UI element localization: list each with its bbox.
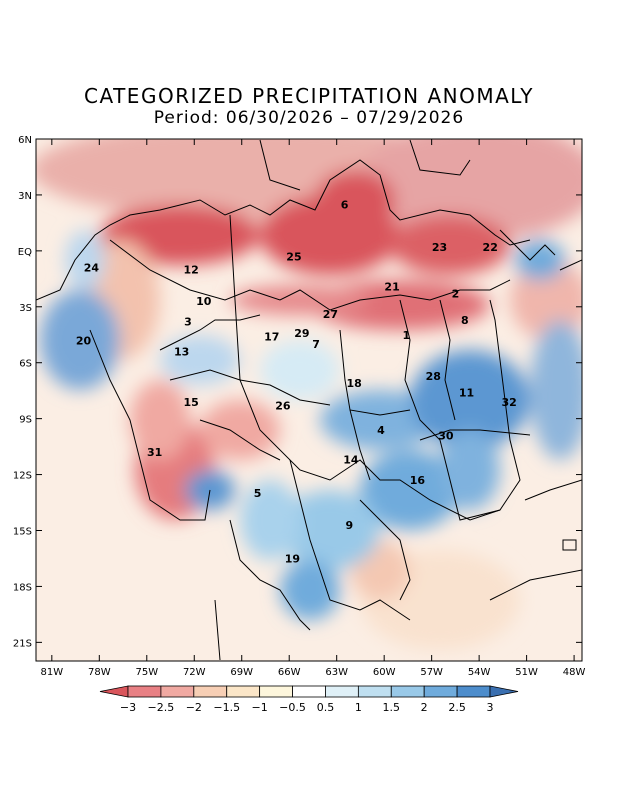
colorbar-label: −2.5 bbox=[148, 701, 175, 714]
colorbar-low-arrow bbox=[99, 685, 129, 698]
lat-tick-label: EQ bbox=[18, 247, 32, 258]
colorbar-bin bbox=[423, 685, 458, 698]
basin-label-1: 1 bbox=[403, 329, 411, 342]
basin-label-3: 3 bbox=[184, 316, 192, 329]
basin-label-32: 32 bbox=[502, 396, 517, 409]
colorbar-label: −3 bbox=[120, 701, 136, 714]
colorbar-bin bbox=[226, 685, 261, 698]
lat-tick-label: 6N bbox=[18, 135, 32, 146]
basin-label-2: 2 bbox=[452, 288, 460, 301]
colorbar-bin bbox=[259, 685, 293, 698]
lat-tick-label: 21S bbox=[13, 638, 32, 649]
basin-label-20: 20 bbox=[76, 334, 92, 347]
colorbar-bin bbox=[456, 685, 491, 698]
lon-tick-label: 60W bbox=[373, 667, 396, 678]
basin-label-13: 13 bbox=[174, 346, 189, 359]
colorbar-label: 2.5 bbox=[448, 701, 466, 714]
basin-label-18: 18 bbox=[346, 377, 361, 390]
colorbar: −3 −2.5 −2 −1.5 −1 −0.5 0.5 1 1.5 2 2.5 3 bbox=[99, 685, 519, 714]
basin-label-27: 27 bbox=[323, 308, 338, 321]
colorbar-bin bbox=[193, 685, 228, 698]
colorbar-bin bbox=[160, 685, 195, 698]
basin-label-22: 22 bbox=[483, 241, 498, 254]
lon-tick-label: 54W bbox=[468, 667, 491, 678]
basin-label-29: 29 bbox=[294, 327, 309, 340]
lat-tick-label: 15S bbox=[13, 527, 32, 538]
colorbar-bin bbox=[292, 685, 326, 698]
basin-label-28: 28 bbox=[426, 370, 441, 383]
colorbar-label: −2 bbox=[186, 701, 202, 714]
lon-tick-label: 48W bbox=[563, 667, 586, 678]
precipitation-field bbox=[36, 139, 582, 661]
lon-tick-label: 51W bbox=[515, 667, 538, 678]
map-frame bbox=[35, 138, 583, 662]
colorbar-bin bbox=[127, 685, 162, 698]
longitude-axis: 81W 78W 75W 72W 69W 66W 63W 60W 57W 54W 51W 48W bbox=[41, 139, 586, 678]
lat-tick-label: 18S bbox=[13, 582, 32, 593]
lon-tick-label: 78W bbox=[88, 667, 111, 678]
lon-tick-label: 57W bbox=[420, 667, 443, 678]
basin-label-10: 10 bbox=[196, 295, 212, 308]
boundaries bbox=[36, 139, 582, 661]
colorbar-label: −1 bbox=[252, 701, 268, 714]
lon-tick-label: 66W bbox=[278, 667, 301, 678]
basin-labels: 1234567891011121314151617181920212223242… bbox=[76, 198, 517, 565]
lon-tick-label: 63W bbox=[325, 667, 348, 678]
lat-tick-label: 12S bbox=[13, 471, 32, 482]
basin-label-25: 25 bbox=[286, 250, 301, 263]
colorbar-high-arrow bbox=[489, 685, 519, 698]
lon-tick-label: 81W bbox=[41, 667, 64, 678]
basin-label-31: 31 bbox=[147, 446, 162, 459]
colorbar-bin bbox=[390, 685, 425, 698]
basin-label-17: 17 bbox=[264, 331, 279, 344]
latitude-axis: 6N 3N EQ 3S 6S 9S 12S 15S 18S 21S bbox=[13, 135, 582, 649]
basin-label-23: 23 bbox=[432, 241, 447, 254]
colorbar-label: 0.5 bbox=[317, 701, 335, 714]
basin-label-24: 24 bbox=[84, 262, 100, 275]
colorbar-bin bbox=[357, 685, 392, 698]
colorbar-label: −1.5 bbox=[213, 701, 240, 714]
basin-label-16: 16 bbox=[410, 474, 426, 487]
basin-label-8: 8 bbox=[461, 314, 469, 327]
basin-label-26: 26 bbox=[275, 400, 291, 413]
colorbar-bin bbox=[325, 685, 359, 698]
basin-label-11: 11 bbox=[459, 387, 474, 400]
basin-label-9: 9 bbox=[346, 519, 354, 532]
lon-tick-label: 72W bbox=[183, 667, 206, 678]
lat-tick-label: 3N bbox=[18, 191, 32, 202]
basin-label-7: 7 bbox=[312, 338, 320, 351]
map-title: CATEGORIZED PRECIPITATION ANOMALY bbox=[84, 84, 534, 108]
basin-label-15: 15 bbox=[183, 396, 198, 409]
basin-label-21: 21 bbox=[384, 280, 399, 293]
colorbar-label: 1.5 bbox=[383, 701, 401, 714]
lon-tick-label: 69W bbox=[230, 667, 253, 678]
period-subtitle: Period: 06/30/2026 – 07/29/2026 bbox=[153, 108, 465, 128]
basin-label-12: 12 bbox=[183, 264, 198, 277]
lat-tick-label: 6S bbox=[19, 359, 32, 370]
colorbar-label: 1 bbox=[355, 701, 362, 714]
colorbar-label: 2 bbox=[421, 701, 428, 714]
basin-label-14: 14 bbox=[343, 454, 359, 467]
basin-label-19: 19 bbox=[285, 552, 300, 565]
basin-label-30: 30 bbox=[438, 429, 454, 442]
basin-label-6: 6 bbox=[341, 198, 349, 211]
colorbar-label: −0.5 bbox=[279, 701, 306, 714]
lon-tick-label: 75W bbox=[135, 667, 158, 678]
lat-tick-label: 9S bbox=[19, 415, 32, 426]
colorbar-label: 3 bbox=[487, 701, 494, 714]
basin-label-5: 5 bbox=[254, 487, 262, 500]
lat-tick-label: 3S bbox=[19, 303, 32, 314]
basin-label-4: 4 bbox=[377, 424, 385, 437]
